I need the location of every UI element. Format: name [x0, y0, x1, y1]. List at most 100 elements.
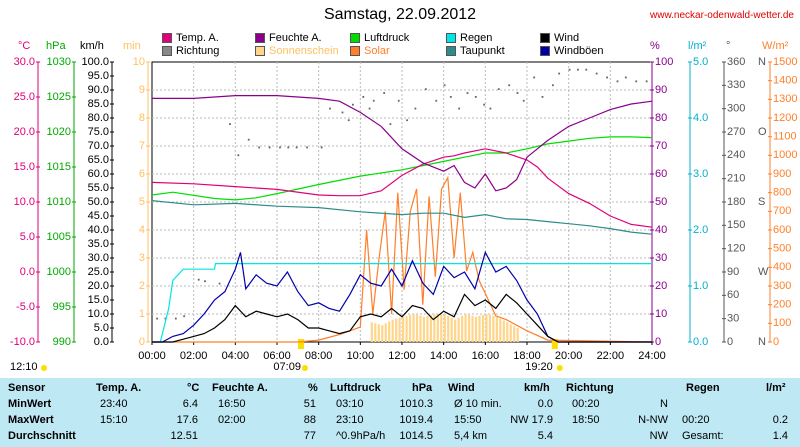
direction-point — [616, 80, 619, 83]
solar-tick: 0 — [773, 336, 779, 348]
direction-tick: 180 — [727, 196, 745, 208]
direction-tick: 90 — [727, 266, 739, 278]
pressure-tick: 995 — [53, 301, 71, 313]
sunshine-bar — [426, 315, 429, 342]
direction-tick: 270 — [727, 126, 745, 138]
legend-item: Solar — [350, 45, 390, 57]
direction-point — [362, 96, 365, 98]
time-label: 24:00 — [638, 350, 666, 362]
source-link[interactable]: www.neckar-odenwald-wetter.de — [650, 10, 794, 21]
legend-swatch — [540, 33, 550, 44]
sunshine-bar — [391, 319, 394, 342]
sunrise-label: 07:09 — [273, 361, 301, 373]
legend-label: Wind — [554, 32, 580, 44]
pressure-tick: 1000 — [47, 266, 71, 278]
stats-cell-rain-val: 1.4 — [772, 430, 788, 442]
direction-point — [458, 107, 461, 110]
direction-point — [568, 68, 571, 71]
humidity-axis-unit: % — [650, 40, 660, 52]
sunshine-bar — [388, 321, 391, 342]
direction-point — [449, 96, 452, 98]
direction-point — [624, 76, 627, 79]
wind-tick: 30.0 — [88, 252, 109, 264]
direction-point — [389, 123, 392, 126]
direction-point — [533, 76, 536, 79]
solar-tick: 1500 — [773, 56, 797, 68]
stats-cell-wind-val: 0.0 — [537, 398, 553, 410]
wind-tick: 20.0 — [88, 280, 109, 292]
stats-header-wind-unit: km/h — [524, 382, 550, 394]
sunrise-marker — [297, 339, 304, 349]
legend-swatch — [350, 33, 360, 44]
direction-point — [516, 92, 519, 94]
stats-cell-hum-val: 77 — [303, 430, 316, 442]
stats-cell-hum-val: 88 — [303, 414, 316, 426]
legend-swatch — [162, 33, 172, 44]
direction-point — [595, 72, 598, 75]
legend-label: Regen — [460, 32, 493, 44]
direction-point — [552, 84, 554, 87]
sun-tick: 5 — [139, 196, 145, 208]
direction-point — [329, 107, 331, 110]
direction-point — [414, 107, 417, 110]
stats-cell-rain-time: Gesamt: — [682, 430, 724, 442]
wind-tick: 35.0 — [88, 238, 109, 250]
direction-point — [497, 88, 500, 91]
time-label: 10:00 — [347, 350, 375, 362]
temp-tick: -10.0 — [10, 336, 35, 348]
solar-tick: 1400 — [773, 75, 797, 87]
legend-swatch — [162, 46, 172, 57]
sunshine-bar — [381, 325, 384, 342]
sunshine-bar — [485, 314, 488, 342]
stats-cell-hum-time: 02:00 — [218, 414, 246, 426]
direction-point — [268, 146, 271, 149]
legend-item: Wind — [540, 32, 579, 44]
weather-chart: 30.025.020.015.010.05.00.0-5.0-10.010301… — [10, 56, 798, 373]
direction-letter: N — [758, 336, 766, 348]
wind-tick: 65.0 — [88, 154, 109, 166]
sunshine-bar — [450, 317, 453, 342]
legend-swatch — [350, 46, 360, 57]
direction-point — [287, 146, 290, 149]
temp-tick: -5.0 — [16, 301, 35, 313]
sunshine-bar — [412, 314, 415, 342]
solar-tick: 400 — [773, 261, 791, 273]
sun-tick: 9 — [139, 84, 145, 96]
legend-label: Luftdruck — [364, 32, 410, 44]
stats-cell-press-val: 1014.5 — [399, 430, 433, 442]
stats-table: Sensor Temp. A. °C Feuchte A. % Luftdruc… — [0, 378, 800, 447]
legend-label: Taupunkt — [460, 45, 505, 57]
stats-cell-wind-val: NW 17.9 — [510, 414, 553, 426]
direction-point — [635, 80, 638, 83]
pressure-tick: 990 — [53, 336, 71, 348]
wind-tick: 10.0 — [88, 308, 109, 320]
stats-cell-hum-time: 16:50 — [218, 398, 246, 410]
stats-cell-wind-val: 5.4 — [537, 430, 553, 442]
wind-tick: 80.0 — [88, 112, 109, 124]
legend-label: Solar — [364, 45, 390, 57]
direction-point — [258, 146, 261, 149]
solar-tick: 300 — [773, 280, 791, 292]
sunshine-bar — [436, 314, 439, 342]
time-label: 06:00 — [263, 350, 291, 362]
stats-cell-dir-time: 18:50 — [572, 414, 600, 426]
sunshine-bar — [516, 328, 519, 342]
sunrise-dot — [301, 365, 308, 371]
sunshine-bar — [395, 318, 398, 342]
legend-swatch — [255, 33, 265, 44]
direction-point — [489, 107, 492, 110]
stats-cell-dir-val: NW — [649, 430, 668, 442]
humidity-tick: 90 — [655, 84, 667, 96]
legend-item: Windböen — [540, 45, 604, 57]
sunset-label: 19:20 — [525, 361, 553, 373]
stats-cell-hum-val: 51 — [303, 398, 316, 410]
direction-point — [347, 119, 350, 122]
sunshine-bar — [433, 314, 436, 342]
direction-point — [368, 107, 371, 110]
legend-swatch — [255, 46, 265, 57]
humidity-tick: 80 — [655, 112, 667, 124]
wind-axis-unit: km/h — [80, 40, 104, 52]
temp-tick: 25.0 — [14, 91, 35, 103]
time-label: 02:00 — [180, 350, 208, 362]
sun-tick: 6 — [139, 168, 145, 180]
